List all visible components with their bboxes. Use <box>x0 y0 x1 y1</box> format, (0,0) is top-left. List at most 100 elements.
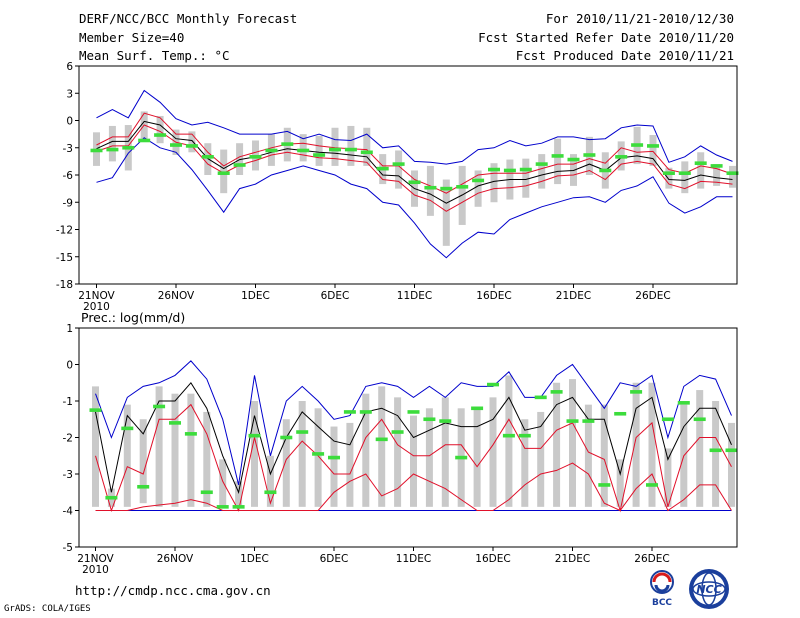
precip-obs-marker-day-15 <box>328 455 340 460</box>
precip-obs-marker-day-13 <box>296 430 309 434</box>
temperature-obs-marker-day-25 <box>488 167 500 172</box>
precip-box-day-30 <box>569 379 576 507</box>
precip-box-day-4 <box>155 386 163 507</box>
precip-obs-marker-day-8 <box>216 505 229 509</box>
precip-obs-marker-day-14 <box>312 452 325 456</box>
temperature-obs-marker-day-4 <box>154 133 167 137</box>
precip-box-day-27 <box>521 419 529 507</box>
precip-obs-marker-day-3 <box>137 484 150 489</box>
temperature-box-day-17 <box>363 127 371 166</box>
precip-box-day-8 <box>219 459 227 507</box>
precip-obs-marker-day-26 <box>502 433 515 438</box>
temperature-box-day-39 <box>713 164 721 186</box>
temperature-obs-marker-day-16 <box>344 147 357 152</box>
precip-obs-marker-day-16 <box>343 410 356 414</box>
temperature-obs-marker-day-38 <box>694 161 707 165</box>
precip-box-day-25 <box>489 397 497 507</box>
temperature-box-day-38 <box>697 152 705 189</box>
precip-y-tick-label: 1 <box>66 323 73 335</box>
temperature-obs-marker-day-26 <box>503 168 516 173</box>
temperature-obs-marker-day-17 <box>360 150 373 155</box>
temperature-box-day-40 <box>729 165 736 188</box>
temperature-obs-marker-day-36 <box>662 171 675 175</box>
temperature-frame <box>78 65 738 285</box>
temperature-x-tick-label: 26NOV <box>158 290 195 302</box>
temperature-box-day-1 <box>108 125 116 162</box>
temperature-obs-marker-day-40 <box>726 171 739 175</box>
precip-box-day-20 <box>410 415 417 507</box>
temperature-obs-marker-day-27 <box>519 167 532 172</box>
temperature-obs-marker-day-24 <box>472 178 485 183</box>
precip-obs-marker-day-10 <box>248 433 261 438</box>
precip-obs-marker-day-2 <box>121 426 134 431</box>
temperature-obs-marker-day-12 <box>281 142 294 146</box>
precip-box-day-38 <box>696 390 704 507</box>
temperature-x-tick-label: 21DEC <box>556 290 591 302</box>
precip-x-tick-year: 2010 <box>82 564 109 576</box>
precip-obs-marker-day-25 <box>487 382 499 387</box>
temperature-box-day-8 <box>220 149 228 194</box>
temperature-box-day-27 <box>522 158 530 198</box>
bcc-logo: BCC <box>641 568 683 608</box>
temperature-y-tick-label: 0 <box>66 116 73 128</box>
temperature-x-tick-label: 16DEC <box>476 290 511 302</box>
precip-box-day-14 <box>314 408 322 507</box>
precip-obs-marker-day-36 <box>661 417 674 422</box>
precip-box-day-12 <box>282 419 290 507</box>
temperature-y-tick-label: -12 <box>56 225 73 237</box>
temperature-y-tick-label: -9 <box>63 197 73 209</box>
precip-y-tick-label: -5 <box>63 542 73 554</box>
temperature-obs-marker-day-39 <box>710 164 723 168</box>
temperature-box-day-19 <box>395 150 403 189</box>
precip-obs-marker-day-0 <box>89 408 102 412</box>
precip-x-tick-label: 26DEC <box>634 553 669 565</box>
precip-title: Prec.: log(mm/d) <box>81 310 185 325</box>
precip-obs-marker-day-39 <box>709 448 722 453</box>
precip-y-tick-label: -3 <box>63 469 73 481</box>
member-size-label: Member Size=40 <box>79 30 185 45</box>
temperature-obs-marker-day-22 <box>440 186 453 191</box>
temperature-max-line <box>96 89 733 165</box>
precip-box-day-10 <box>251 401 258 507</box>
precip-obs-marker-day-33 <box>614 411 627 416</box>
precip-obs-marker-day-35 <box>646 483 658 487</box>
temperature-box-day-25 <box>490 163 498 203</box>
temperature-box-day-6 <box>188 131 196 153</box>
temperature-obs-marker-day-8 <box>217 171 230 175</box>
precip-obs-marker-day-7 <box>200 490 213 495</box>
temperature-box-day-29 <box>554 138 562 185</box>
temperature-box-day-14 <box>315 135 323 166</box>
precip-obs-marker-day-28 <box>534 395 547 400</box>
temperature-box-day-21 <box>426 165 434 216</box>
precip-box-day-16 <box>346 422 354 507</box>
precip-obs-marker-day-4 <box>153 404 166 409</box>
temperature-obs-marker-day-9 <box>233 163 246 167</box>
precip-obs-marker-day-18 <box>375 437 388 442</box>
temperature-box-day-24 <box>474 170 482 207</box>
temperature-obs-marker-day-2 <box>122 145 135 150</box>
temperature-box-day-4 <box>156 115 164 144</box>
precip-y-tick-label: 0 <box>66 360 73 372</box>
temperature-y-tick-label: -6 <box>63 170 74 182</box>
precip-x-tick-label: 26NOV <box>157 553 194 565</box>
precip-obs-marker-day-37 <box>677 401 690 405</box>
precip-mean-line <box>95 381 732 494</box>
precip-x-tick-label: 16DEC <box>475 553 510 565</box>
precip-obs-marker-day-34 <box>630 390 643 394</box>
temperature-x-tick-label: 1DEC <box>241 290 270 302</box>
precip-obs-marker-day-23 <box>455 455 468 460</box>
temperature-box-day-22 <box>442 179 450 246</box>
temperature-obs-marker-day-19 <box>392 162 405 166</box>
precip-obs-marker-day-27 <box>518 433 531 438</box>
precip-box-day-15 <box>330 426 338 507</box>
temperature-y-tick-label: 6 <box>66 61 73 73</box>
precip-box-day-5 <box>171 393 179 507</box>
precip-box-day-24 <box>473 408 481 507</box>
forecast-period: For 2010/11/21-2010/12/30 <box>545 11 734 26</box>
precip-lower-line <box>95 462 732 512</box>
source-url[interactable]: http://cmdp.ncc.cma.gov.cn <box>75 583 271 598</box>
precip-obs-marker-day-11 <box>264 490 277 495</box>
temperature-obs-marker-day-5 <box>170 143 182 147</box>
temperature-obs-marker-day-1 <box>106 147 119 152</box>
